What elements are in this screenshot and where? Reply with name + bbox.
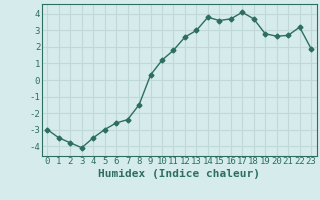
X-axis label: Humidex (Indice chaleur): Humidex (Indice chaleur) (98, 169, 260, 179)
